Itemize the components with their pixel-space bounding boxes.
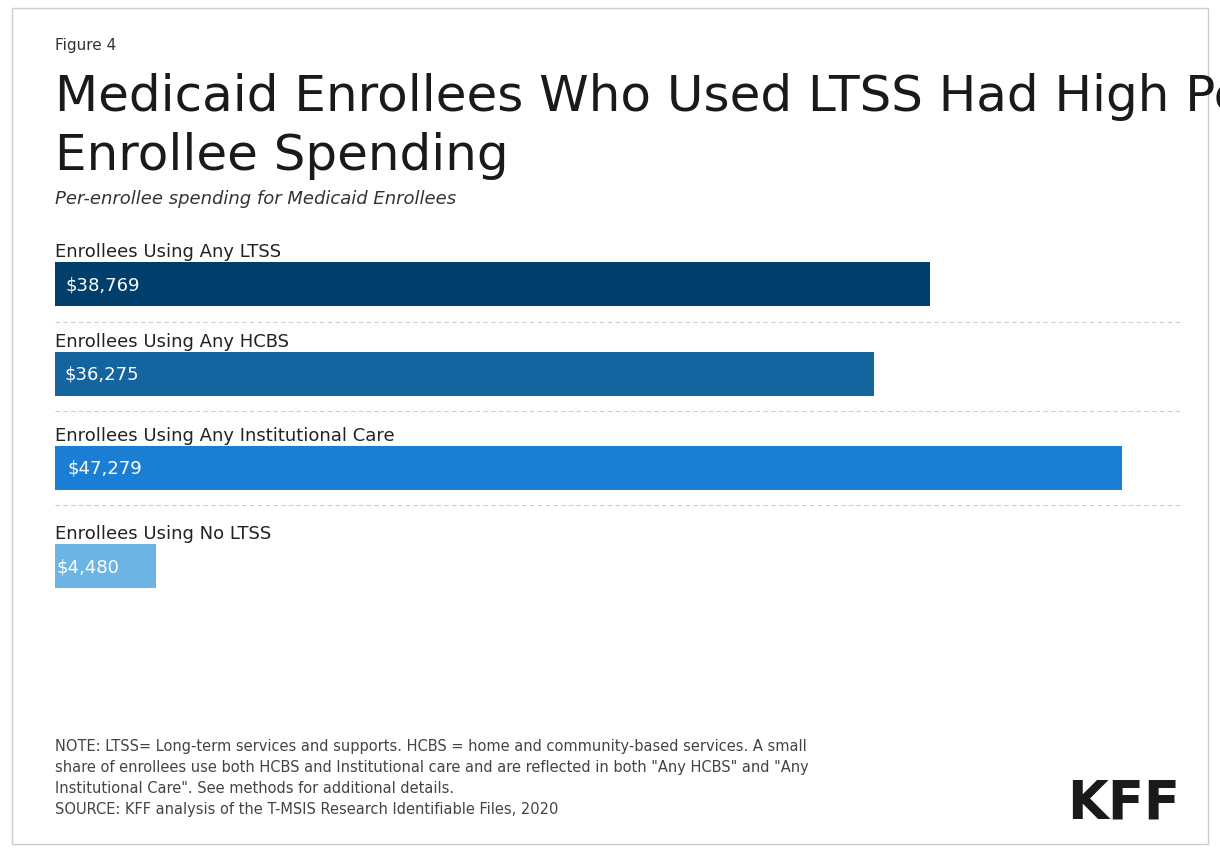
Text: Enrollees Using Any LTSS: Enrollees Using Any LTSS [55,243,281,261]
Text: Per-enrollee spending for Medicaid Enrollees: Per-enrollee spending for Medicaid Enrol… [55,189,456,207]
Text: Medicaid Enrollees Who Used LTSS Had High Per-: Medicaid Enrollees Who Used LTSS Had Hig… [55,73,1220,120]
Text: Enrollees Using No LTSS: Enrollees Using No LTSS [55,525,271,543]
Text: NOTE: LTSS= Long-term services and supports. HCBS = home and community-based ser: NOTE: LTSS= Long-term services and suppo… [55,738,809,815]
Text: $4,480: $4,480 [56,557,120,576]
Text: $38,769: $38,769 [66,276,140,294]
Text: $36,275: $36,275 [65,365,139,384]
Text: Enrollees Using Any HCBS: Enrollees Using Any HCBS [55,333,289,351]
Text: Enrollees Using Any Institutional Care: Enrollees Using Any Institutional Care [55,426,394,444]
Text: $47,279: $47,279 [67,459,143,478]
Text: KFF: KFF [1068,776,1181,828]
Text: Figure 4: Figure 4 [55,38,116,54]
Text: Enrollee Spending: Enrollee Spending [55,132,509,180]
